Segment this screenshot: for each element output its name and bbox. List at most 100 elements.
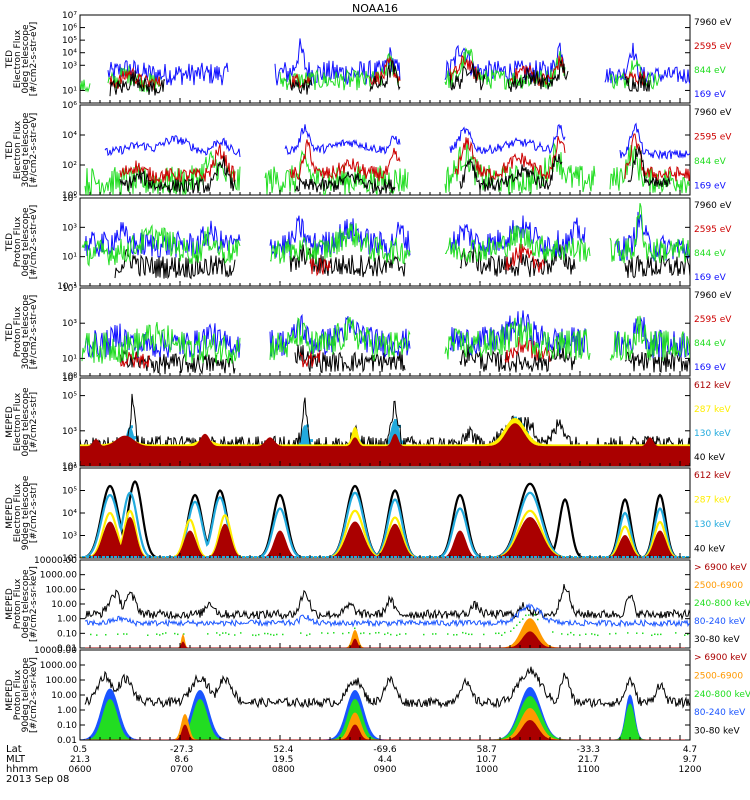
- series-cyan-mark: [242, 556, 245, 558]
- ylabel-line: 0deg telescope: [21, 387, 31, 457]
- series-cyan-mark: [394, 556, 397, 558]
- ylabel-line: MEPED: [5, 588, 15, 620]
- series-cyan-mark: [682, 556, 685, 558]
- footer-hhmm-value: 0700: [170, 765, 193, 775]
- legend-entry: 169 eV: [694, 182, 727, 192]
- series-cyan-mark: [342, 556, 345, 558]
- legend-entry: 844 eV: [694, 66, 727, 76]
- legend-entry: 2595 eV: [694, 133, 732, 143]
- ytick-label: 0.01: [57, 644, 77, 654]
- series-cyan-mark: [134, 556, 137, 558]
- footer-hhmm-value: 1100: [577, 765, 600, 775]
- ytick-label: 10⁶: [62, 374, 77, 384]
- series-cyan-mark: [594, 556, 597, 558]
- series-green-dot: [225, 632, 227, 634]
- series-black-line: [119, 340, 690, 375]
- series-cyan-mark: [422, 556, 425, 558]
- ylabel-line: Proton Flux: [13, 216, 23, 267]
- series-cyan-mark: [410, 556, 413, 558]
- series-green-dot: [258, 633, 260, 636]
- series-green-dot: [252, 634, 254, 636]
- ylabel: TEDProton Flux0deg telescope[#/cm2-s-str…: [5, 205, 39, 280]
- series-green-line: [81, 315, 690, 364]
- series-green-dot: [348, 631, 350, 634]
- footer-lat-value: -27.3: [170, 745, 193, 755]
- legend-entry: > 6900 keV: [694, 563, 748, 573]
- series-cyan-mark: [214, 556, 217, 558]
- series-cyan-mark: [398, 424, 401, 428]
- series-green-dot: [594, 633, 596, 636]
- ytick-label: 1000.00: [40, 661, 77, 671]
- series-cyan-mark: [562, 556, 565, 558]
- series-cyan-mark: [186, 556, 189, 558]
- ytick-label: 10³: [62, 319, 77, 329]
- legend-entry: > 6900 keV: [694, 653, 748, 663]
- series-green-dot: [165, 632, 167, 634]
- panel-data: [80, 38, 690, 97]
- series-green-dot: [306, 634, 308, 637]
- series-cyan-mark: [566, 556, 569, 558]
- panel-6: 10² 10³ 10⁴ 10⁵ 10⁶ MEPEDElectron Flux90deg t…: [5, 464, 731, 564]
- series-green-dot: [573, 634, 575, 636]
- ytick-label: 10⁵: [62, 194, 77, 204]
- series-cyan-mark: [206, 556, 209, 558]
- legend-entry: 240-800 keV: [694, 599, 750, 609]
- legend-entry: 2500-6900: [694, 671, 743, 681]
- legend-entry: 7960 eV: [694, 201, 732, 211]
- legend-entry: 30-80 keV: [694, 635, 740, 645]
- ylabel-line: TED: [5, 141, 15, 160]
- ytick-label: 10³: [62, 532, 77, 542]
- series-cyan-mark: [434, 556, 437, 558]
- series-green-dot: [516, 624, 518, 627]
- series-cyan-mark: [154, 556, 157, 558]
- series-green-dot: [462, 631, 464, 634]
- series-green-dot: [264, 632, 266, 635]
- ytick-label: 0.10: [57, 721, 77, 731]
- ylabel-line: TED: [5, 233, 15, 252]
- ytick-label: 10³: [62, 223, 77, 233]
- panel-frame: [79, 14, 691, 104]
- series-cyan-mark: [554, 556, 557, 558]
- series-cyan-mark: [674, 556, 677, 558]
- series-cyan-mark: [486, 556, 489, 558]
- series-cyan-mark: [446, 556, 449, 558]
- series-cyan-mark: [614, 556, 617, 558]
- ytick-label: 10⁵: [62, 392, 77, 402]
- series-green-dot: [567, 633, 569, 636]
- series-cyan-mark: [274, 556, 277, 558]
- series-cyan-mark: [522, 556, 525, 558]
- series-cyan-mark: [602, 556, 605, 558]
- ylabel-line: 0deg telescope: [21, 569, 31, 639]
- series-cyan-mark: [146, 556, 149, 558]
- series-green-dot: [468, 633, 470, 636]
- series-cyan-mark: [662, 556, 665, 558]
- series-green-dot: [327, 632, 329, 635]
- panel-data: [81, 310, 690, 375]
- series-cyan-mark: [670, 556, 673, 558]
- ylabel-line: [#/cm2-s-str-eV]: [29, 205, 39, 280]
- series-green-dot: [270, 633, 272, 636]
- footer-mlt-value: 19.5: [273, 755, 293, 765]
- ytick-label: 10⁵: [62, 487, 77, 497]
- ylabel-line: Electron Flux: [13, 392, 23, 451]
- series-cyan-mark: [322, 556, 325, 558]
- ytick-label: 10.00: [51, 600, 77, 610]
- ylabel-line: MEPED: [5, 406, 15, 438]
- series-green-dot: [615, 632, 617, 635]
- ytick-label: 10²: [62, 161, 77, 171]
- series-cyan-mark: [142, 556, 145, 558]
- series-green-dot: [513, 627, 515, 629]
- series-black-line: [109, 59, 651, 97]
- legend-entry: 30-80 keV: [694, 727, 740, 737]
- footer-mlt-value: 21.3: [70, 755, 90, 765]
- series-cyan-mark: [102, 556, 105, 558]
- series-cyan-mark: [490, 556, 493, 558]
- series-cyan-mark: [494, 556, 497, 558]
- series-cyan-mark: [542, 556, 545, 558]
- series-cyan-mark: [626, 556, 629, 558]
- series-blue-line: [104, 122, 690, 160]
- ylabel: MEPEDProton Flux90deg telescope[#/cm2-s-…: [5, 657, 39, 733]
- ytick-label: 10¹: [62, 354, 77, 364]
- series-cyan-mark: [330, 556, 333, 558]
- series-green-dot: [207, 633, 209, 635]
